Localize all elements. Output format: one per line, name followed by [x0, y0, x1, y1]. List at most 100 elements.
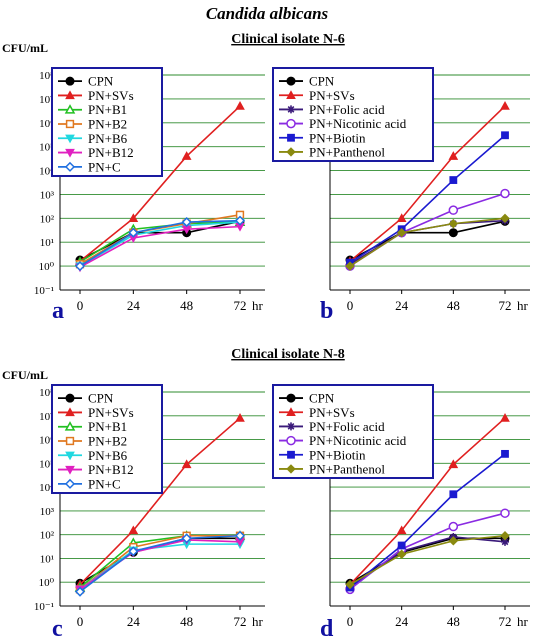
- x-tick-label: 0: [347, 298, 354, 313]
- series-line: [349, 512, 506, 591]
- y-tick-label: 10⁷: [39, 94, 54, 106]
- data-point: [448, 205, 459, 215]
- legend-marker: [286, 147, 296, 157]
- data-point: [448, 521, 459, 532]
- series-pn-panthenol: [345, 531, 510, 590]
- series-pn-c: [74, 215, 246, 272]
- legend-label: PN+Biotin: [309, 130, 366, 145]
- y-tick-label: 10⁻¹: [34, 601, 54, 613]
- section-title-n8: Clinical isolate N-8: [231, 347, 345, 362]
- series-pn-nicotinic-acid: [345, 188, 510, 271]
- series-pn-b6: [75, 540, 245, 595]
- x-unit-label: hr: [252, 614, 264, 629]
- y-tick-label: 10⁴: [39, 482, 54, 494]
- x-tick-label: 24: [395, 614, 409, 629]
- data-point: [500, 508, 510, 518]
- data-point: [181, 533, 192, 544]
- legend-marker: [286, 118, 296, 129]
- legend-label: PN+C: [88, 476, 121, 491]
- x-tick-label: 48: [447, 614, 460, 629]
- data-point: [397, 541, 406, 550]
- legend-marker: [65, 134, 75, 144]
- legend-marker: [286, 435, 296, 446]
- legend-label: PN+B6: [88, 131, 128, 146]
- legend-label: PN+Nicotinic acid: [309, 433, 407, 448]
- legend-marker: [286, 76, 296, 86]
- series-line: [79, 417, 241, 586]
- series-line: [349, 534, 506, 586]
- legend-marker: [286, 464, 296, 474]
- series-cpn: [345, 216, 510, 265]
- panel-letter: d: [320, 616, 334, 639]
- series-line: [349, 453, 506, 589]
- x-tick-label: 24: [395, 298, 409, 313]
- legend-label: PN+B6: [88, 448, 128, 463]
- legend-box: [272, 384, 434, 479]
- legend-label: CPN: [88, 74, 114, 89]
- y-tick-label: 10²: [40, 213, 55, 225]
- legend-label: PN+Folic acid: [309, 419, 385, 434]
- x-tick-label: 24: [127, 614, 141, 629]
- data-point: [128, 227, 139, 238]
- legend-label: PN+Nicotinic acid: [309, 116, 407, 131]
- legend-label: PN+Folic acid: [309, 102, 385, 117]
- legend-marker: [65, 436, 75, 446]
- series-cpn: [75, 533, 245, 588]
- x-unit-label: hr: [517, 614, 529, 629]
- figure-title: Candida albicans: [206, 4, 329, 23]
- series-pn-panthenol: [345, 213, 510, 271]
- legend-label: PN+C: [88, 159, 121, 174]
- legend-marker: [287, 105, 295, 114]
- x-tick-label: 0: [77, 614, 84, 629]
- series-line: [79, 221, 241, 263]
- series-pn-nicotinic-acid: [345, 508, 510, 595]
- data-point: [448, 459, 459, 469]
- data-point: [235, 413, 245, 422]
- x-tick-label: 0: [347, 614, 354, 629]
- series-line: [349, 105, 506, 262]
- y-tick-label: 10⁸: [39, 70, 54, 82]
- data-point: [181, 459, 192, 469]
- series-line: [349, 217, 506, 267]
- legend-marker: [286, 407, 296, 416]
- data-point: [500, 413, 510, 422]
- series-pn-b2: [75, 210, 245, 269]
- data-point: [448, 218, 459, 229]
- series-line: [349, 134, 506, 264]
- data-point: [181, 216, 192, 228]
- x-unit-label: hr: [252, 298, 264, 313]
- legend-marker: [287, 133, 295, 142]
- y-axis-label-bottom: CFU/mL: [2, 368, 48, 382]
- y-tick-label: 10⁵: [39, 142, 54, 154]
- legend-label: PN+B2: [88, 434, 127, 449]
- series-line: [79, 225, 241, 268]
- legend-label: PN+B2: [88, 117, 127, 132]
- legend-label: PN+Panthenol: [309, 461, 385, 476]
- data-point: [500, 101, 510, 110]
- panel-letter: a: [52, 298, 64, 324]
- legend-marker: [64, 478, 76, 489]
- legend-marker: [286, 90, 296, 99]
- legend-label: PN+B1: [88, 419, 127, 434]
- y-tick-label: 10⁰: [39, 577, 55, 589]
- x-tick-label: 72: [499, 614, 512, 629]
- legend-box: [272, 67, 434, 162]
- legend-label: CPN: [88, 391, 114, 406]
- legend-marker: [64, 161, 76, 172]
- y-tick-label: 10³: [40, 189, 55, 201]
- panel-letter: b: [320, 298, 333, 324]
- data-point: [500, 531, 510, 541]
- data-point: [128, 546, 139, 557]
- data-point: [128, 525, 139, 535]
- panel-letter: c: [52, 616, 63, 639]
- y-tick-label: 10²: [40, 530, 55, 542]
- data-point: [396, 228, 407, 238]
- series-line: [79, 543, 240, 591]
- x-tick-label: 48: [180, 614, 193, 629]
- series-pn-c: [74, 530, 246, 597]
- data-point: [74, 261, 86, 272]
